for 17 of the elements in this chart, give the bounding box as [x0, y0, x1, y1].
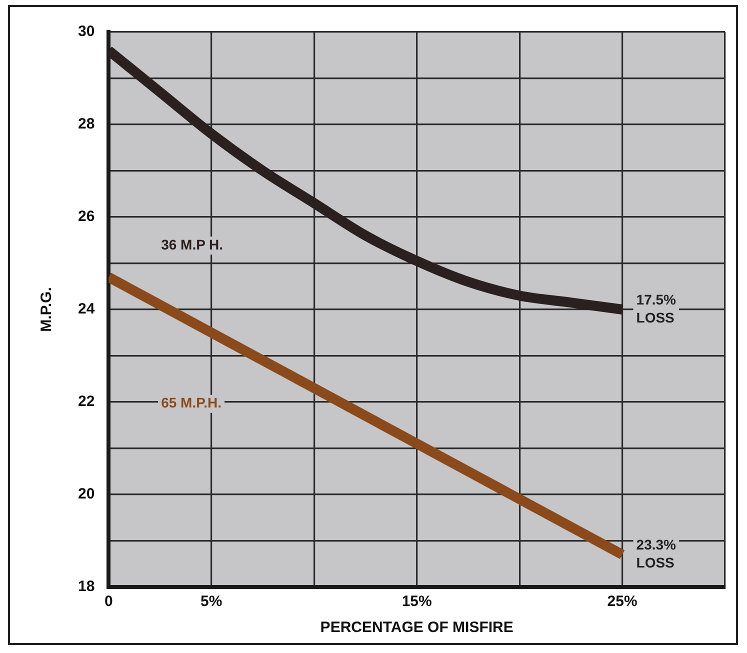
- x-tick-label: 25%: [607, 593, 638, 610]
- y-tick-label: 24: [78, 300, 96, 318]
- x-tick-label: 15%: [402, 593, 432, 610]
- annotation: 23.3% LOSS: [636, 536, 677, 570]
- x-axis-title: PERCENTAGE OF MISFIRE: [320, 619, 514, 636]
- text: 36 M.P H.: [161, 236, 224, 253]
- text: 65 M.P.H.: [161, 394, 222, 411]
- y-tick-label: 28: [78, 116, 95, 133]
- y-tick-label: 30: [78, 23, 95, 40]
- y-tick-label: 26: [78, 208, 95, 226]
- y-axis-title: M.P.G.: [38, 287, 56, 332]
- y-tick-label: 20: [78, 486, 95, 503]
- y-tick-label: 22: [78, 393, 95, 410]
- x-tick-label: 5%: [200, 593, 222, 610]
- y-tick-label: 18: [78, 578, 95, 596]
- annotation: 17.5% LOSS: [636, 291, 677, 326]
- x-tick-label: 0: [104, 593, 113, 610]
